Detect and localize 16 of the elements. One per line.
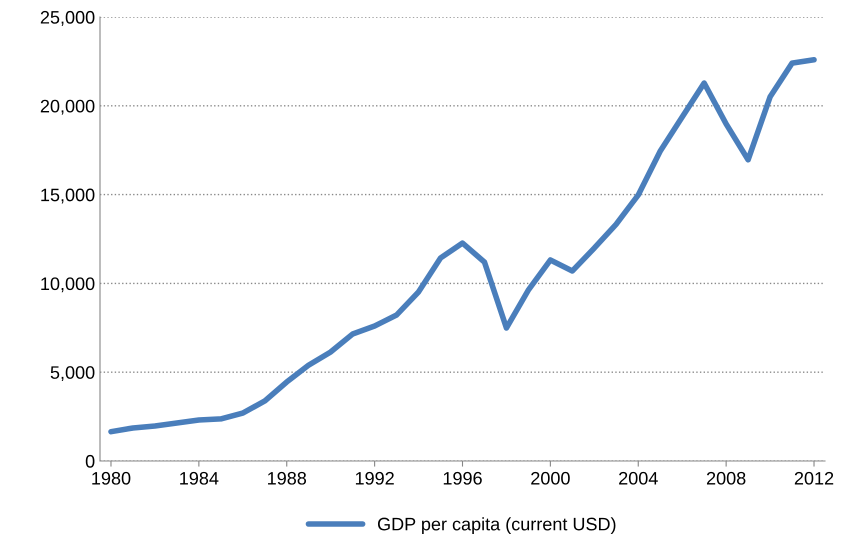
x-tick-label: 2012: [794, 472, 834, 485]
x-tick-label: 1996: [444, 472, 482, 485]
y-tick-label: 5,000: [50, 366, 94, 382]
x-tick-label: 2004: [619, 472, 658, 485]
x-tick-label: 1984: [180, 472, 218, 485]
y-tick-label: 25,000: [40, 10, 94, 26]
y-tick-label: 10,000: [41, 277, 94, 292]
y-tick-label: 0: [86, 454, 94, 468]
y-tick-label: 15,000: [41, 188, 94, 204]
x-tick-label: 2008: [706, 472, 746, 485]
x-tick-label: 1980: [92, 472, 130, 485]
x-tick-label: 1988: [268, 472, 306, 485]
x-tick-label: 1992: [356, 472, 394, 485]
y-tick-label: 20,000: [40, 100, 94, 115]
x-tick-label: 2000: [531, 472, 570, 485]
legend-label: GDP per capita (current USD): [378, 517, 616, 534]
